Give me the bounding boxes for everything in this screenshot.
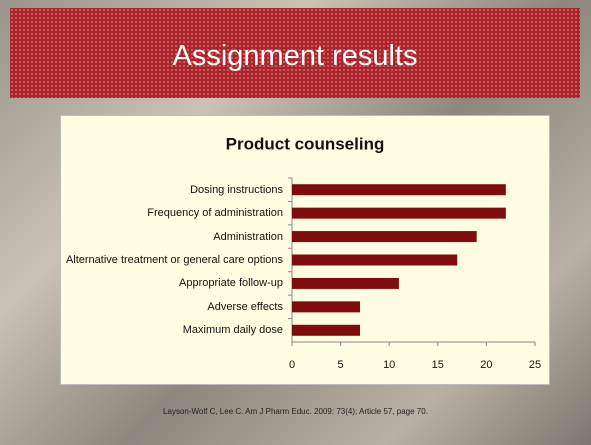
category-label-box: Adverse effects [58, 301, 283, 313]
bar [292, 184, 506, 195]
x-tick-label: 5 [338, 359, 344, 371]
bar [292, 301, 360, 312]
x-tick-label: 0 [289, 359, 295, 371]
y-tick-label: Frequency of administration [147, 207, 283, 219]
category-label-box: Administration [58, 231, 283, 243]
bar [292, 325, 360, 336]
y-tick-label: Appropriate follow-up [179, 277, 283, 289]
x-tick-label: 20 [480, 359, 492, 371]
category-label-box: Appropriate follow-up [58, 277, 283, 289]
chart: Product counseling 0 5 10 15 20 25 [0, 0, 591, 445]
y-tick-label: Administration [213, 231, 283, 243]
category-label-box: Alternative treatment or general care op… [58, 254, 283, 266]
chart-title: Product counseling [226, 134, 385, 153]
bar [292, 231, 477, 242]
x-tick-label: 10 [383, 359, 395, 371]
y-tick-label: Adverse effects [207, 301, 283, 313]
y-tick-label: Dosing instructions [190, 184, 283, 196]
y-tick-label: Alternative treatment or general care op… [66, 254, 283, 266]
citation: Layson-Wolf C, Lee C. Am J Pharm Educ. 2… [0, 407, 591, 416]
category-label-box: Frequency of administration [58, 207, 283, 219]
bar [292, 278, 399, 289]
category-label-box: Maximum daily dose [58, 324, 283, 336]
category-label-box: Dosing instructions [58, 184, 283, 196]
bar [292, 208, 506, 219]
slide: Assignment results Product counseling 05… [0, 0, 591, 445]
x-tick-label: 15 [432, 359, 444, 371]
x-tick-label: 25 [529, 359, 541, 371]
y-tick-label: Maximum daily dose [183, 324, 283, 336]
bar [292, 255, 457, 266]
